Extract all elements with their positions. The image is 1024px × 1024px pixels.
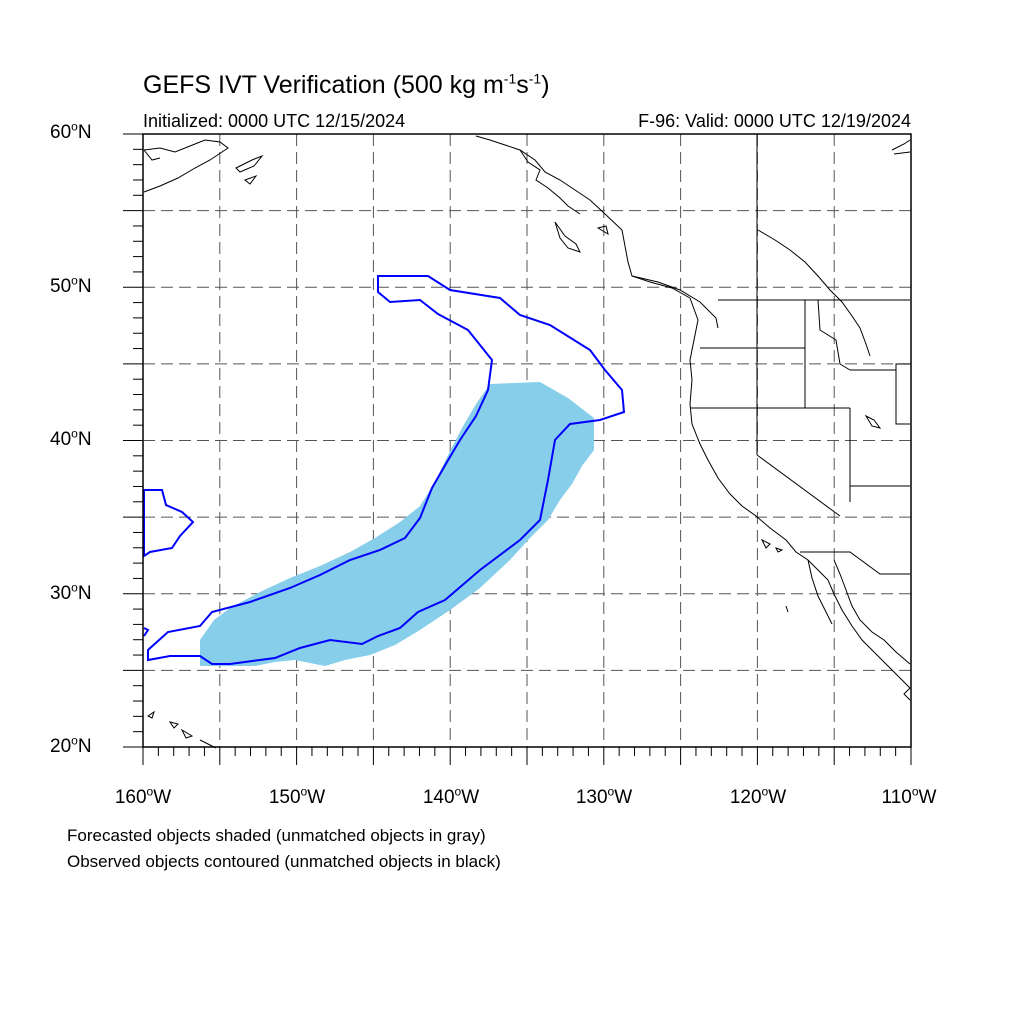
- lat-label-60: 60oN: [50, 119, 92, 143]
- coastlines: [143, 135, 911, 749]
- observed-object-edge: [143, 489, 195, 558]
- note-forecast: Forecasted objects shaded (unmatched obj…: [67, 826, 486, 845]
- lon-label-130w: 130oW: [575, 784, 633, 808]
- lon-label-160w: 160oW: [114, 784, 172, 808]
- valid-time: F-96: Valid: 0000 UTC 12/19/2024: [638, 111, 911, 131]
- note-observed: Observed objects contoured (unmatched ob…: [67, 852, 501, 871]
- observed-object-fragment: [143, 627, 150, 637]
- lon-label-110w: 110oW: [881, 784, 937, 808]
- lon-label-140w: 140oW: [422, 784, 480, 808]
- lat-label-30: 30oN: [50, 580, 92, 604]
- state-borders: [690, 134, 910, 575]
- observed-object-main: [147, 275, 626, 665]
- lon-label-150w: 150oW: [268, 784, 326, 808]
- lat-label-40: 40oN: [50, 426, 92, 450]
- initialized-time: Initialized: 0000 UTC 12/15/2024: [143, 111, 406, 131]
- lat-label-20: 20oN: [50, 733, 92, 757]
- lat-label-50: 50oN: [50, 273, 92, 297]
- chart-title: GEFS IVT Verification (500 kg m-1s-1): [143, 70, 550, 99]
- lon-label-120w: 120oW: [729, 784, 787, 808]
- forecast-object: [200, 382, 594, 666]
- axis-ticks: [123, 133, 912, 765]
